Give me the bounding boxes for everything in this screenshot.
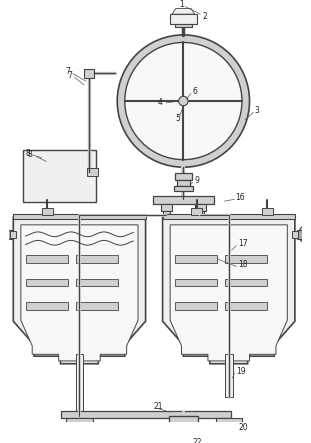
Polygon shape <box>163 217 295 364</box>
Bar <box>262 208 273 215</box>
Text: 1: 1 <box>179 0 184 9</box>
Bar <box>225 354 233 397</box>
Text: 3: 3 <box>254 106 259 115</box>
Bar <box>175 255 217 263</box>
Text: 2: 2 <box>202 12 207 20</box>
Bar <box>61 411 231 418</box>
Bar <box>26 255 68 263</box>
Bar <box>163 211 170 215</box>
Text: 16: 16 <box>235 193 245 202</box>
Bar <box>153 195 214 204</box>
Text: 7: 7 <box>67 71 72 80</box>
Circle shape <box>0 225 2 244</box>
Bar <box>26 302 68 310</box>
Polygon shape <box>170 225 287 361</box>
Polygon shape <box>172 8 195 14</box>
Bar <box>169 416 197 429</box>
Circle shape <box>299 225 311 244</box>
Bar <box>225 302 267 310</box>
Bar <box>195 204 206 211</box>
Bar <box>87 168 98 176</box>
Bar <box>76 255 118 263</box>
Bar <box>163 214 295 219</box>
Text: 8: 8 <box>27 151 32 159</box>
Circle shape <box>117 35 249 167</box>
Text: 6: 6 <box>193 87 198 96</box>
Bar <box>216 418 242 435</box>
Bar <box>13 214 146 219</box>
Text: 19: 19 <box>236 367 246 376</box>
Bar <box>175 279 217 286</box>
Bar <box>84 69 94 78</box>
Text: 17: 17 <box>238 239 248 248</box>
Bar <box>76 302 118 310</box>
Bar <box>2 229 13 239</box>
Text: 4: 4 <box>158 98 163 108</box>
Bar <box>225 279 267 286</box>
Bar <box>175 23 192 27</box>
Bar <box>292 230 298 238</box>
Bar <box>11 230 16 238</box>
Bar <box>23 150 96 202</box>
Bar <box>177 180 190 186</box>
Text: 21: 21 <box>153 402 163 411</box>
Bar <box>76 279 118 286</box>
Circle shape <box>125 43 242 159</box>
Bar <box>70 435 89 443</box>
Text: 18: 18 <box>238 260 248 269</box>
Text: 22: 22 <box>193 438 202 443</box>
Bar <box>225 255 267 263</box>
Text: 8: 8 <box>26 148 30 158</box>
Text: 7: 7 <box>65 67 70 76</box>
Bar <box>177 439 190 443</box>
Bar <box>197 211 204 215</box>
Bar <box>175 173 192 180</box>
Bar <box>26 279 68 286</box>
Text: 5: 5 <box>176 113 181 123</box>
Polygon shape <box>13 217 146 364</box>
Bar <box>42 208 53 215</box>
Bar <box>297 229 308 239</box>
Bar <box>191 208 202 215</box>
Text: 9: 9 <box>195 176 200 185</box>
Bar <box>174 186 193 191</box>
Bar <box>161 204 172 211</box>
Text: 20: 20 <box>238 423 248 431</box>
Polygon shape <box>21 225 138 361</box>
Circle shape <box>179 96 188 106</box>
Bar <box>219 435 238 443</box>
Bar <box>175 302 217 310</box>
Bar <box>76 354 83 416</box>
Bar <box>174 429 193 439</box>
Bar <box>170 14 197 23</box>
Bar <box>66 418 93 435</box>
